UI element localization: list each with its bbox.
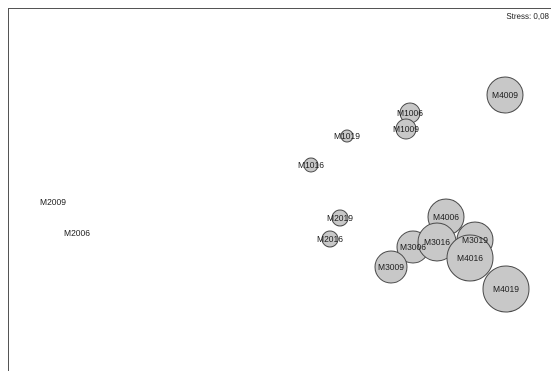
stress-annotation: Stress: 0,08 [506,12,549,21]
bubble-m1019 [340,129,354,143]
point-label-m2019: M2019 [327,213,353,223]
point-label-m3016: M3016 [424,237,450,247]
bubble-m2019 [331,209,349,227]
point-label-m1016: M1016 [298,160,324,170]
point-label-m4019: M4019 [493,284,519,294]
point-label-m3009: M3009 [378,262,404,272]
bubble-m1009 [395,118,417,140]
plot-frame [8,8,551,371]
point-label-m2016: M2016 [317,234,343,244]
point-label-m4016: M4016 [457,253,483,263]
bubble-m4019 [482,265,530,313]
point-label-m2009: M2009 [40,197,66,207]
point-label-m4009: M4009 [492,90,518,100]
bubble-m2016 [321,230,339,248]
bubble-m3009 [374,250,408,284]
point-label-m1009: M1009 [393,124,419,134]
point-label-m1006: M1006 [397,108,423,118]
labels-layer: M4009 M1006 M1009 M1019 M1016 M2009 M2006 M2019… [40,90,519,294]
point-label-m3006: M3006 [400,242,426,252]
bubble-m4009 [486,76,524,114]
bubble-m1016 [303,157,319,173]
point-label-m1019: M1019 [334,131,360,141]
bubble-m4016 [446,234,494,282]
point-label-m3019: M3019 [462,235,488,245]
point-label-m4006: M4006 [433,212,459,222]
bubbles-layer [303,76,530,313]
point-label-m2006: M2006 [64,228,90,238]
